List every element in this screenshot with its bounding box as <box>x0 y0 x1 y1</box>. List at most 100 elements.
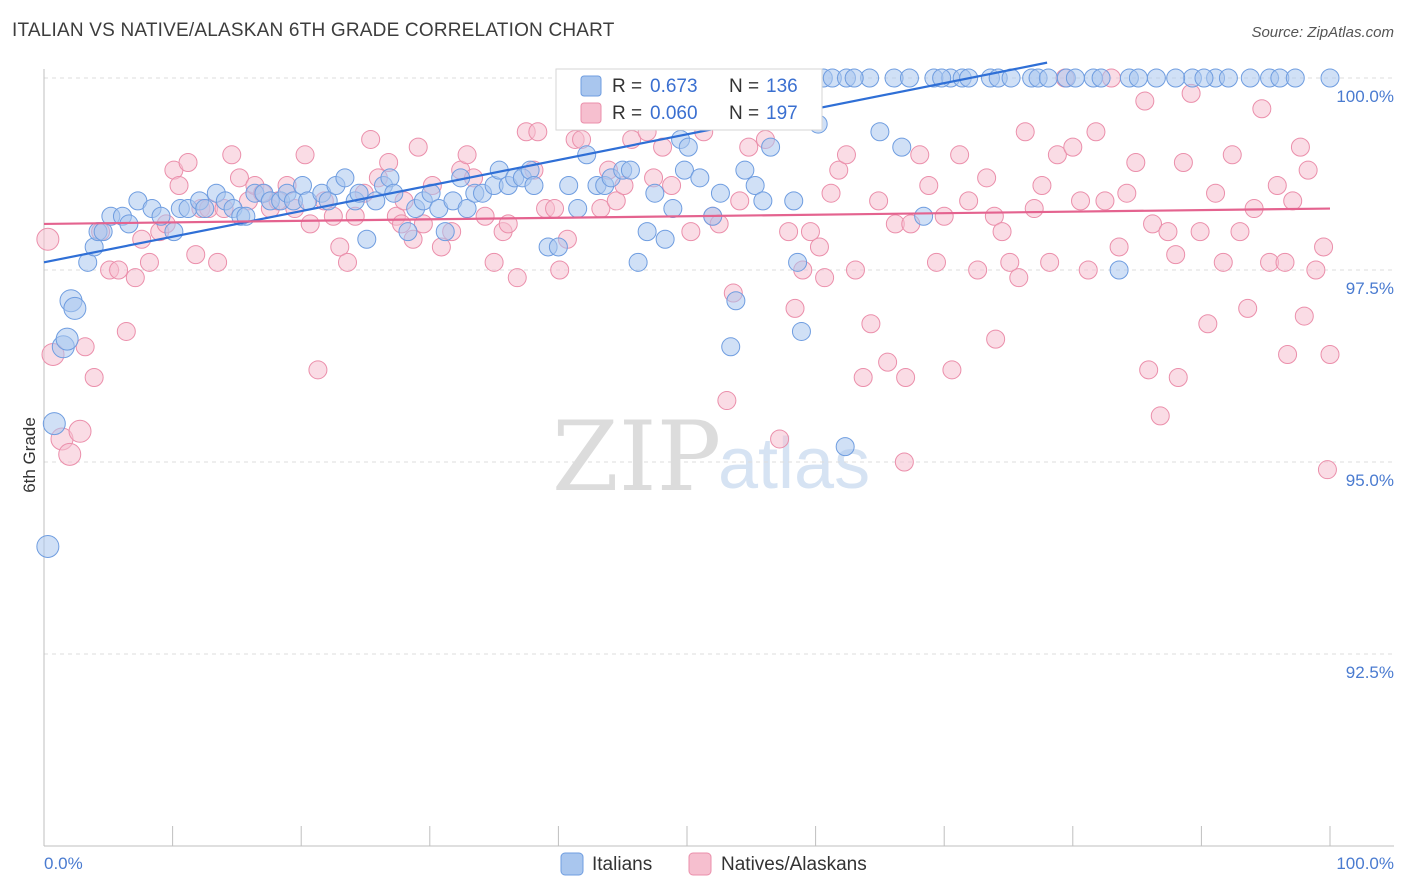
natives-point-13 <box>139 252 159 272</box>
natives-point-86 <box>717 391 737 411</box>
watermark-zip: ZIP <box>552 401 721 513</box>
italians-point-85 <box>726 291 746 311</box>
italians-point-89 <box>761 137 781 157</box>
bottom-legend-italians: Italians <box>592 854 652 875</box>
natives-point-37 <box>330 237 350 257</box>
italians-point-50 <box>435 222 455 242</box>
italians-trend-line <box>43 61 1048 264</box>
italians-point-87 <box>745 176 765 196</box>
natives-point-144 <box>1173 152 1193 172</box>
italians-point-102 <box>899 68 919 88</box>
natives-point-18 <box>178 152 198 172</box>
natives-point-6 <box>84 368 104 388</box>
italians-point-112 <box>1038 68 1058 88</box>
natives-point-139 <box>1135 91 1155 111</box>
natives-point-24 <box>229 168 249 188</box>
natives-point-0 <box>36 227 60 251</box>
natives-point-12 <box>132 229 152 249</box>
natives-point-140 <box>1143 214 1163 234</box>
natives-point-3 <box>58 442 82 466</box>
natives-point-146 <box>1190 222 1210 242</box>
natives-point-167 <box>1139 360 1159 380</box>
bottom-legend: Italians Natives/Alaskans <box>560 852 867 876</box>
natives-point-5 <box>75 337 95 357</box>
natives-point-94 <box>779 222 799 242</box>
natives-point-115 <box>942 360 962 380</box>
italians-point-45 <box>398 222 418 242</box>
natives-point-154 <box>1252 99 1272 119</box>
italians-point-98 <box>835 437 855 457</box>
natives-point-170 <box>896 368 916 388</box>
italians-point-0 <box>36 534 60 558</box>
natives-point-99 <box>815 268 835 288</box>
natives-point-151 <box>1230 222 1250 242</box>
natives-point-106 <box>869 191 889 211</box>
legend-r-natives: 0.060 <box>650 103 698 124</box>
italians-point-132 <box>1166 68 1186 88</box>
natives-point-113 <box>926 252 946 272</box>
legend-n-label-natives: N = <box>729 103 759 124</box>
natives-point-105 <box>861 314 881 334</box>
italians-point-114 <box>1065 68 1085 88</box>
natives-point-166 <box>1278 344 1298 364</box>
natives-point-55 <box>475 206 495 226</box>
legend-n-natives: 197 <box>766 103 798 124</box>
natives-point-141 <box>1150 406 1170 426</box>
legend-box: R = 0.673 N = 136 R = 0.060 N = 197 <box>555 68 823 131</box>
y-tick-label-95: 95.0% <box>1346 471 1394 490</box>
natives-point-150 <box>1222 145 1242 165</box>
italians-point-3 <box>55 327 79 351</box>
natives-point-156 <box>1267 176 1287 196</box>
natives-point-79 <box>662 176 682 196</box>
natives-point-124 <box>1015 122 1035 142</box>
natives-point-112 <box>919 176 939 196</box>
natives-trend-line <box>43 207 1331 226</box>
natives-point-119 <box>977 168 997 188</box>
italians-point-118 <box>1128 68 1148 88</box>
italians-point-80 <box>678 137 698 157</box>
italians-point-88 <box>753 191 773 211</box>
natives-point-148 <box>1206 183 1226 203</box>
natives-point-64 <box>545 199 565 219</box>
natives-point-173 <box>186 245 206 265</box>
natives-point-128 <box>1047 145 1067 165</box>
bottom-legend-swatch-italians <box>560 852 584 876</box>
natives-point-47 <box>408 137 428 157</box>
natives-point-137 <box>1117 183 1137 203</box>
natives-point-164 <box>1317 460 1337 480</box>
italians-point-125 <box>1320 68 1340 88</box>
natives-point-118 <box>968 260 988 280</box>
natives-point-98 <box>809 237 829 257</box>
natives-point-4 <box>68 419 92 443</box>
legend-n-label-italians: N = <box>729 76 759 97</box>
y-axis-label: 6th Grade <box>20 417 39 493</box>
x-tick-labels: 0.0% 100.0% <box>44 854 1394 873</box>
natives-point-53 <box>457 145 477 165</box>
natives-point-72 <box>606 191 626 211</box>
trend-lines <box>43 61 1331 264</box>
y-tick-labels: 92.5% 95.0% 97.5% 100.0% <box>1336 87 1394 682</box>
natives-point-103 <box>845 260 865 280</box>
italians-point-121 <box>1218 68 1238 88</box>
italians-point-79 <box>674 160 694 180</box>
italians-point-77 <box>663 199 683 219</box>
legend-swatch-italians <box>580 75 602 97</box>
axes <box>43 69 1394 847</box>
natives-point-136 <box>1109 237 1129 257</box>
italians-point-73 <box>628 252 648 272</box>
italians-point-124 <box>1285 68 1305 88</box>
natives-point-132 <box>1078 260 1098 280</box>
natives-point-117 <box>959 191 979 211</box>
italians-point-64 <box>548 237 568 257</box>
y-tick-label-100: 100.0% <box>1336 87 1394 106</box>
natives-point-93 <box>770 429 790 449</box>
italians-point-129 <box>892 137 912 157</box>
x-tick-label-100: 100.0% <box>1336 854 1394 873</box>
natives-point-11 <box>125 268 145 288</box>
italians-point-103 <box>914 206 934 226</box>
natives-point-97 <box>800 222 820 242</box>
natives-point-127 <box>1040 252 1060 272</box>
italians-point-81 <box>690 168 710 188</box>
natives-point-104 <box>853 368 873 388</box>
italians-point-116 <box>1091 68 1111 88</box>
